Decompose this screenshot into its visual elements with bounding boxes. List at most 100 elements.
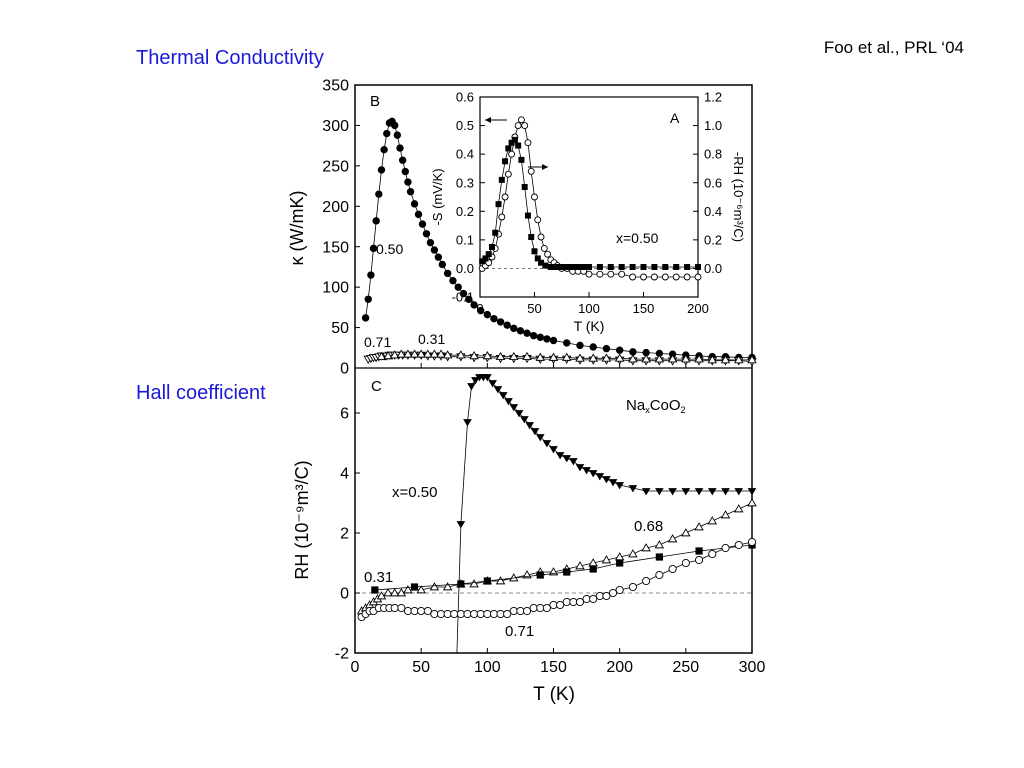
panel-c-point	[430, 609, 439, 619]
panel-b-point	[629, 348, 637, 356]
panel-c-point	[489, 609, 499, 619]
panel-a-y-tick-label: 0.4	[456, 147, 474, 162]
panel-a-point	[558, 264, 565, 270]
panel-a-x-tick-label: 100	[578, 301, 600, 316]
panel-a-point	[629, 264, 636, 270]
panel-b-point	[601, 353, 612, 362]
panel-c-point	[483, 374, 492, 382]
panel-b-point	[495, 351, 506, 361]
panel-c-point	[536, 603, 545, 613]
panel-a-point	[564, 264, 571, 270]
panel-c-point	[569, 458, 578, 466]
panel-a-ylabel: -S (mV/K)	[430, 168, 445, 225]
panel-c-point	[443, 609, 452, 619]
panel-c-point	[747, 488, 757, 496]
panel-c-point	[503, 609, 512, 619]
panel-c-point	[495, 576, 506, 585]
panel-c-point	[589, 594, 598, 604]
panel-b-point	[536, 333, 544, 341]
panel-a-y-tick-label: 0.1	[456, 232, 474, 247]
panel-c-x-tick-label: 100	[474, 659, 501, 676]
panel-c-point	[602, 476, 611, 484]
panel-c-point	[747, 498, 757, 507]
annotation-x050-c: x=0.50	[392, 484, 437, 501]
panel-b-point	[377, 166, 386, 174]
annotation-0-71-c: 0.71	[505, 623, 534, 640]
panel-c-point	[747, 537, 757, 547]
panel-a-point	[482, 255, 489, 262]
panel-a-point	[521, 122, 529, 130]
panel-c-point	[641, 488, 651, 496]
panel-b-point	[403, 349, 413, 358]
panel-c-point	[654, 540, 665, 549]
panel-c-point	[410, 583, 419, 591]
panel-b-point	[383, 129, 391, 138]
panel-b-point	[430, 246, 439, 254]
panel-a-point	[505, 145, 512, 152]
panel-c-point	[642, 576, 651, 586]
panel-b-point	[576, 341, 584, 350]
panel-a-point	[517, 116, 525, 124]
panel-b-series-line	[381, 353, 752, 361]
panel-c-point	[483, 609, 492, 619]
panel-c-point	[457, 580, 465, 588]
panel-b-point	[628, 354, 638, 363]
panel-c-point	[389, 588, 400, 597]
panel-b-point	[470, 301, 478, 309]
panel-c-point	[509, 404, 519, 412]
panel-c-y-tick-label: 6	[340, 406, 349, 423]
panel-a-point	[569, 264, 576, 270]
panel-b-y-tick-label: 0	[340, 361, 349, 378]
panel-a-point	[537, 233, 545, 241]
panel-a-y2-tick-label: 1.0	[704, 118, 722, 133]
panel-c-y-tick-label: -2	[335, 646, 349, 663]
panel-b-point	[372, 217, 380, 225]
panel-a-y2-tick-label: 0.2	[704, 232, 722, 247]
panel-b-point	[477, 306, 485, 315]
panel-b-point	[369, 244, 378, 253]
panel-c-point	[556, 600, 565, 610]
panel-c-point	[514, 410, 524, 418]
panel-c-point	[476, 609, 485, 619]
panel-a-point	[534, 216, 542, 224]
panel-a-point	[629, 273, 637, 281]
panel-c-point	[668, 564, 677, 574]
panel-c-point	[602, 591, 611, 601]
panel-b-point	[614, 353, 625, 362]
panel-b-point	[694, 354, 704, 363]
panel-a-x-tick-label: 0	[476, 301, 483, 316]
panel-b-point	[429, 349, 440, 358]
panel-b-point	[602, 344, 611, 353]
panel-a-point	[528, 234, 535, 240]
panel-c-point	[720, 510, 731, 519]
panel-a-point	[585, 270, 593, 278]
panel-a-point	[672, 273, 680, 281]
panel-b-point	[418, 220, 427, 228]
panel-c-point	[549, 600, 558, 610]
panel-a-point	[534, 255, 541, 262]
panel-a-x-tick-label: 200	[687, 301, 709, 316]
panel-b-point	[396, 349, 407, 358]
panel-b-point	[391, 121, 399, 130]
panel-b-point	[380, 145, 388, 154]
panel-c-point	[488, 380, 497, 388]
panel-b-point	[376, 351, 387, 361]
panel-b-point	[543, 335, 551, 343]
panel-a-point	[515, 142, 522, 149]
panel-c-point	[536, 571, 544, 579]
panel-c-point	[575, 597, 585, 607]
panel-c-point	[562, 455, 572, 463]
panel-a-axes: -0.1 0.0 0.1 0.2 0.3 0.4 0.5 0.6 0.0 0.2 0.4 0.6 0.8…	[452, 90, 722, 316]
panel-a-point	[662, 264, 669, 270]
panel-a-point	[650, 273, 658, 281]
panel-a-y-tick-label: 0.5	[456, 118, 474, 133]
panel-c-y-tick-label: 0	[340, 586, 349, 603]
panel-a-point	[518, 156, 525, 163]
panel-a-point	[673, 264, 680, 270]
panel-c-point	[542, 603, 551, 613]
panel-c-point	[681, 558, 690, 568]
panel-c-point	[535, 434, 545, 442]
panel-a-y-tick-label: 0.2	[456, 204, 474, 219]
